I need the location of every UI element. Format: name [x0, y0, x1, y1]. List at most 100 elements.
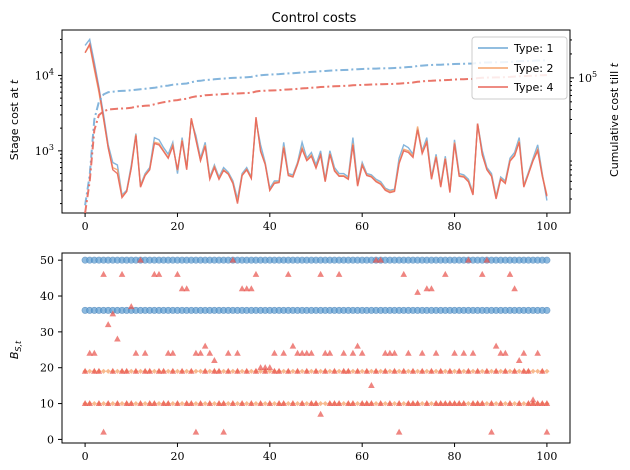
triangle-point: [423, 285, 431, 292]
diamond-point: [405, 368, 411, 374]
diamond-point: [465, 400, 471, 407]
diamond-point: [133, 400, 139, 407]
triangle-point: [266, 364, 274, 371]
triangle-point: [326, 399, 334, 406]
triangle-point: [160, 399, 167, 406]
triangle-point: [497, 399, 505, 406]
triangle-point: [321, 367, 329, 374]
triangle-point: [520, 367, 528, 374]
circle-point: [543, 256, 551, 264]
triangle-point: [308, 399, 315, 406]
diamond-point: [415, 368, 421, 374]
triangle-point: [169, 349, 177, 356]
legend-label-type-4: Type: 4: [513, 81, 553, 94]
diamond-point: [170, 400, 176, 407]
triangle-point: [414, 288, 421, 295]
triangle-point: [395, 399, 403, 406]
bottom-x-tick-label: 80: [448, 450, 462, 463]
diamond-point: [184, 368, 190, 374]
triangle-point: [100, 428, 107, 435]
triangle-point: [317, 410, 324, 417]
triangle-point: [377, 399, 384, 406]
triangle-point: [428, 367, 435, 374]
triangle-point: [188, 367, 195, 374]
diamond-point: [535, 368, 541, 374]
triangle-point: [543, 399, 551, 406]
bottom-plot-frame: [61, 252, 571, 444]
diamond-point: [373, 400, 379, 407]
triangle-point: [86, 399, 94, 406]
diamond-point: [179, 400, 185, 407]
triangle-point: [418, 349, 426, 356]
stage-cost-line: [84, 42, 548, 204]
triangle-point: [183, 399, 190, 406]
bottom-y-tick-label: 50: [40, 254, 54, 267]
top-x-tick-label: 60: [355, 220, 369, 233]
triangle-point: [483, 256, 491, 263]
triangle-point: [178, 285, 186, 292]
triangle-point: [465, 367, 472, 374]
triangle-point: [340, 349, 348, 356]
triangle-point: [155, 270, 163, 277]
triangle-point: [497, 349, 505, 356]
diamond-point: [110, 400, 116, 407]
top-y-tick-label: 103: [35, 143, 54, 158]
diamond-point: [461, 368, 467, 374]
triangle-point: [511, 285, 518, 292]
triangle-point: [349, 399, 357, 406]
triangle-point: [465, 256, 472, 263]
triangle-point: [538, 367, 546, 374]
triangle-point: [520, 349, 528, 356]
triangle-point: [271, 367, 278, 374]
diamond-point: [516, 368, 522, 374]
triangle-point: [91, 367, 98, 374]
diamond-point: [479, 368, 485, 374]
chart-title: Control costs: [272, 11, 357, 26]
diamond-point: [221, 368, 227, 374]
triangle-point: [201, 367, 209, 374]
diamond-point: [308, 368, 314, 374]
triangle-point: [289, 399, 297, 406]
triangle-point: [91, 349, 98, 356]
triangle-point: [280, 349, 287, 356]
triangle-point: [137, 256, 144, 263]
diamond-point: [470, 368, 476, 374]
triangle-point: [469, 349, 477, 356]
triangle-point: [386, 399, 394, 406]
diamond-point: [382, 400, 388, 407]
diamond-point: [91, 400, 97, 407]
triangle-point: [423, 399, 431, 406]
triangle-point: [331, 367, 338, 374]
triangle-point: [391, 349, 398, 356]
triangle-point: [326, 349, 334, 356]
triangle-point: [349, 349, 357, 356]
diamond-point: [544, 368, 550, 374]
triangle-point: [354, 342, 361, 349]
cumulative-cost-line: [84, 74, 547, 214]
triangle-point: [164, 399, 172, 406]
triangle-point: [294, 367, 301, 374]
diamond-point: [202, 400, 208, 407]
triangle-point: [405, 349, 412, 356]
top-plot-frame: [61, 29, 571, 214]
triangle-point: [474, 399, 481, 406]
triangle-point: [252, 367, 260, 374]
triangle-point: [372, 256, 380, 263]
diamond-point: [498, 368, 504, 374]
triangle-point: [127, 399, 135, 406]
triangle-point: [243, 285, 251, 292]
triangle-point: [188, 399, 195, 406]
triangle-point: [284, 367, 292, 374]
triangle-point: [377, 256, 384, 263]
triangle-point: [174, 399, 181, 406]
triangle-point: [492, 367, 500, 374]
triangle-point: [335, 270, 343, 277]
triangle-point: [354, 367, 361, 374]
triangle-point: [400, 270, 408, 277]
diamond-point: [234, 400, 241, 407]
triangle-point: [178, 367, 186, 374]
diamond-point: [290, 368, 296, 374]
triangle-point: [211, 356, 218, 363]
triangle-point: [395, 428, 403, 435]
